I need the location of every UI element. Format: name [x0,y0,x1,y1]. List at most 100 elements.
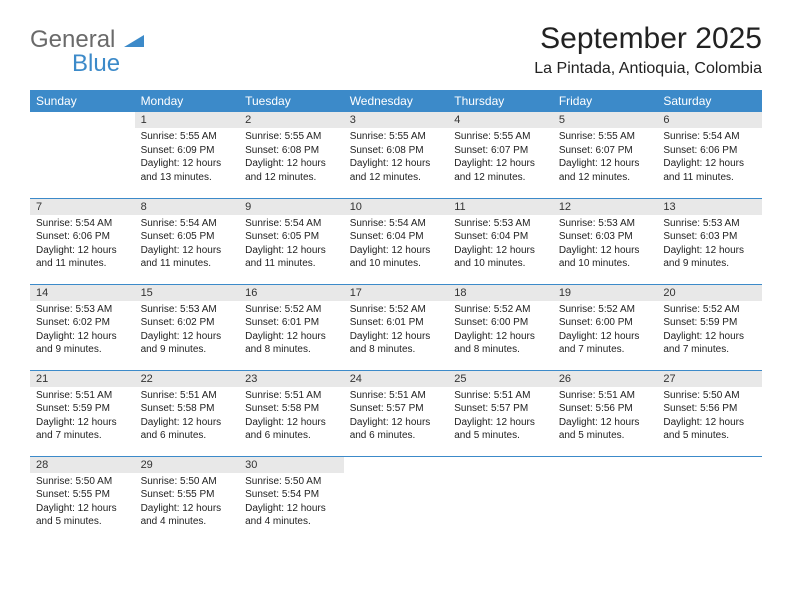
sunset-text: Sunset: 6:02 PM [141,317,215,328]
sunrise-text: Sunrise: 5:52 AM [663,304,739,315]
daylight-text: and 8 minutes. [245,344,311,355]
day-details: Sunrise: 5:55 AMSunset: 6:09 PMDaylight:… [135,128,240,188]
calendar-day-cell: 26Sunrise: 5:51 AMSunset: 5:56 PMDayligh… [553,370,658,456]
daylight-text: Daylight: 12 hours [350,331,431,342]
daylight-text: Daylight: 12 hours [141,158,222,169]
weekday-header-row: Sunday Monday Tuesday Wednesday Thursday… [30,90,762,112]
sunset-text: Sunset: 6:01 PM [350,317,424,328]
day-details: Sunrise: 5:54 AMSunset: 6:05 PMDaylight:… [135,215,240,275]
day-details: Sunrise: 5:54 AMSunset: 6:04 PMDaylight:… [344,215,449,275]
daylight-text: Daylight: 12 hours [454,158,535,169]
sunset-text: Sunset: 5:57 PM [350,403,424,414]
daylight-text: Daylight: 12 hours [559,417,640,428]
day-number: 29 [135,457,240,473]
daylight-text: and 5 minutes. [36,516,102,527]
sunrise-text: Sunrise: 5:54 AM [36,218,112,229]
daylight-text: Daylight: 12 hours [454,417,535,428]
sunrise-text: Sunrise: 5:53 AM [559,218,635,229]
header: General Blue September 2025 La Pintada, … [30,22,762,78]
sunrise-text: Sunrise: 5:51 AM [141,390,217,401]
weekday-header: Sunday [30,90,135,112]
day-details: Sunrise: 5:55 AMSunset: 6:08 PMDaylight:… [239,128,344,188]
day-number: 3 [344,112,449,128]
day-number: 17 [344,285,449,301]
day-number: 22 [135,371,240,387]
sunrise-text: Sunrise: 5:51 AM [559,390,635,401]
sunrise-text: Sunrise: 5:55 AM [559,131,635,142]
daylight-text: and 10 minutes. [454,258,525,269]
daylight-text: Daylight: 12 hours [245,503,326,514]
sunrise-text: Sunrise: 5:50 AM [36,476,112,487]
sunrise-text: Sunrise: 5:51 AM [350,390,426,401]
calendar-table: Sunday Monday Tuesday Wednesday Thursday… [30,90,762,542]
sunrise-text: Sunrise: 5:50 AM [245,476,321,487]
calendar-day-cell [553,456,658,542]
calendar-day-cell: 27Sunrise: 5:50 AMSunset: 5:56 PMDayligh… [657,370,762,456]
daylight-text: and 7 minutes. [663,344,729,355]
sunset-text: Sunset: 6:00 PM [454,317,528,328]
sunset-text: Sunset: 6:03 PM [559,231,633,242]
daylight-text: and 10 minutes. [559,258,630,269]
sunset-text: Sunset: 6:01 PM [245,317,319,328]
daylight-text: and 9 minutes. [36,344,102,355]
sunset-text: Sunset: 6:03 PM [663,231,737,242]
daylight-text: and 11 minutes. [663,172,733,183]
sunrise-text: Sunrise: 5:51 AM [454,390,530,401]
day-details: Sunrise: 5:54 AMSunset: 6:06 PMDaylight:… [657,128,762,188]
calendar-day-cell: 6Sunrise: 5:54 AMSunset: 6:06 PMDaylight… [657,112,762,198]
day-number: 28 [30,457,135,473]
calendar-day-cell [448,456,553,542]
sunset-text: Sunset: 6:02 PM [36,317,110,328]
logo-word2: Blue [72,50,120,77]
daylight-text: and 5 minutes. [663,430,729,441]
daylight-text: and 6 minutes. [141,430,207,441]
daylight-text: and 11 minutes. [245,258,315,269]
day-details: Sunrise: 5:50 AMSunset: 5:54 PMDaylight:… [239,473,344,533]
calendar-day-cell: 13Sunrise: 5:53 AMSunset: 6:03 PMDayligh… [657,198,762,284]
daylight-text: Daylight: 12 hours [36,245,117,256]
day-details: Sunrise: 5:53 AMSunset: 6:03 PMDaylight:… [657,215,762,275]
sunset-text: Sunset: 6:06 PM [663,145,737,156]
daylight-text: Daylight: 12 hours [245,331,326,342]
day-number: 18 [448,285,553,301]
sunrise-text: Sunrise: 5:54 AM [141,218,217,229]
daylight-text: and 5 minutes. [454,430,520,441]
sunset-text: Sunset: 5:55 PM [36,489,110,500]
weekday-header: Tuesday [239,90,344,112]
sunrise-text: Sunrise: 5:52 AM [245,304,321,315]
daylight-text: Daylight: 12 hours [350,158,431,169]
day-number: 15 [135,285,240,301]
daylight-text: Daylight: 12 hours [141,503,222,514]
daylight-text: and 7 minutes. [36,430,102,441]
day-details: Sunrise: 5:51 AMSunset: 5:59 PMDaylight:… [30,387,135,447]
sunrise-text: Sunrise: 5:55 AM [454,131,530,142]
daylight-text: Daylight: 12 hours [663,417,744,428]
calendar-week-row: 1Sunrise: 5:55 AMSunset: 6:09 PMDaylight… [30,112,762,198]
location-text: La Pintada, Antioquia, Colombia [534,60,762,78]
calendar-day-cell: 29Sunrise: 5:50 AMSunset: 5:55 PMDayligh… [135,456,240,542]
daylight-text: Daylight: 12 hours [663,245,744,256]
day-details: Sunrise: 5:51 AMSunset: 5:58 PMDaylight:… [239,387,344,447]
sunset-text: Sunset: 5:58 PM [245,403,319,414]
day-details: Sunrise: 5:53 AMSunset: 6:04 PMDaylight:… [448,215,553,275]
sunrise-text: Sunrise: 5:52 AM [454,304,530,315]
daylight-text: Daylight: 12 hours [559,331,640,342]
calendar-day-cell: 24Sunrise: 5:51 AMSunset: 5:57 PMDayligh… [344,370,449,456]
daylight-text: Daylight: 12 hours [663,331,744,342]
daylight-text: and 7 minutes. [559,344,625,355]
day-number: 30 [239,457,344,473]
sunrise-text: Sunrise: 5:53 AM [454,218,530,229]
daylight-text: and 11 minutes. [141,258,211,269]
sunrise-text: Sunrise: 5:55 AM [350,131,426,142]
sunset-text: Sunset: 5:57 PM [454,403,528,414]
daylight-text: Daylight: 12 hours [245,417,326,428]
weekday-header: Monday [135,90,240,112]
day-number: 19 [553,285,658,301]
sunset-text: Sunset: 6:08 PM [350,145,424,156]
logo-triangle-icon [124,33,144,47]
calendar-page: General Blue September 2025 La Pintada, … [0,0,792,562]
day-number: 24 [344,371,449,387]
daylight-text: and 12 minutes. [245,172,316,183]
day-details: Sunrise: 5:52 AMSunset: 6:00 PMDaylight:… [448,301,553,361]
calendar-day-cell: 19Sunrise: 5:52 AMSunset: 6:00 PMDayligh… [553,284,658,370]
